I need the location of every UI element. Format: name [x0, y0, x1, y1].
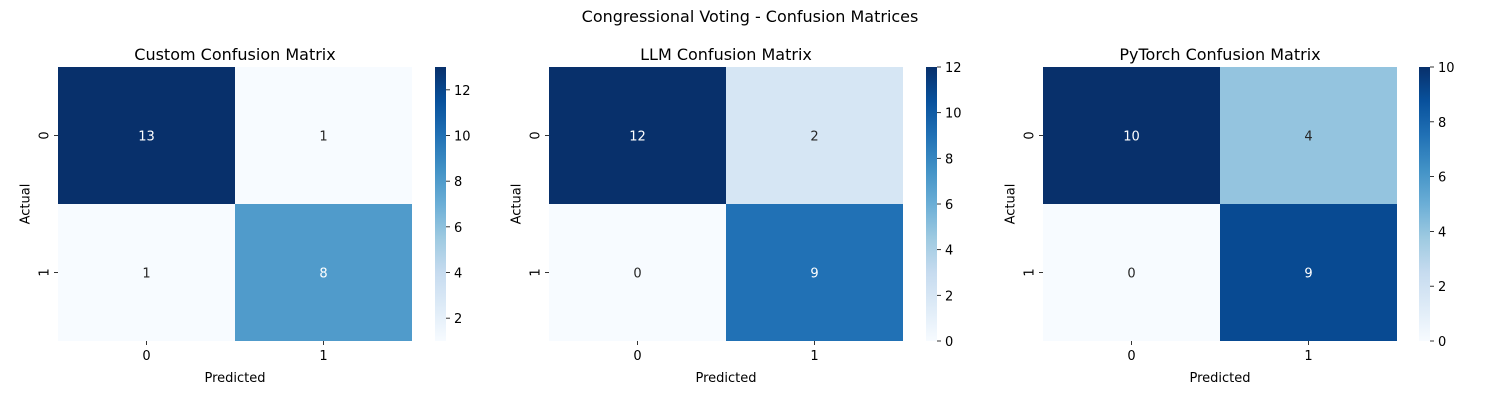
y-axis-label: Actual [19, 184, 34, 225]
heatmap-cell-r0-c0 [58, 67, 235, 204]
cell-value-label: 8 [319, 267, 327, 282]
heatmap-cell-r1-c0 [1043, 204, 1220, 341]
x-axis-label: Predicted [204, 371, 265, 386]
x-tick-label: 1 [319, 349, 327, 364]
cell-value-label: 12 [629, 130, 646, 145]
y-tick-label: 0 [529, 131, 544, 139]
colorbar-tick-label: 0 [1438, 335, 1446, 350]
colorbar [926, 67, 937, 341]
colorbar-tick-label: 10 [945, 107, 962, 122]
x-tick-label: 0 [633, 349, 641, 364]
panel-title: PyTorch Confusion Matrix [1119, 45, 1320, 64]
cell-value-label: 1 [319, 130, 327, 145]
colorbar [435, 67, 446, 341]
heatmap-cell-r1-c1 [726, 204, 903, 341]
colorbar-tick-label: 4 [454, 267, 462, 282]
colorbar-tick-label: 10 [1438, 61, 1455, 76]
colorbar-tick-label: 8 [454, 175, 462, 190]
y-axis-label: Actual [510, 184, 525, 225]
heatmap-cell-r0-c0 [549, 67, 726, 204]
heatmap-cell-r1-c1 [1220, 204, 1397, 341]
colorbar-tick-label: 6 [454, 221, 462, 236]
y-tick-label: 1 [529, 268, 544, 276]
cell-value-label: 9 [1304, 267, 1312, 282]
y-axis-label: Actual [1004, 184, 1019, 225]
colorbar-tick-label: 8 [945, 152, 953, 167]
heatmap-cell-r1-c1 [235, 204, 412, 341]
heatmap-cell-r1-c0 [58, 204, 235, 341]
colorbar-tick-label: 6 [945, 198, 953, 213]
x-axis-label: Predicted [695, 371, 756, 386]
colorbar-tick-label: 4 [1438, 225, 1446, 240]
colorbar-tick-label: 8 [1438, 116, 1446, 131]
colorbar-tick-label: 2 [1438, 280, 1446, 295]
colorbar-tick-label: 12 [454, 84, 471, 99]
colorbar-tick-label: 2 [454, 312, 462, 327]
colorbar [1419, 67, 1430, 341]
heatmap-cell-r0-c1 [235, 67, 412, 204]
x-tick-label: 0 [1127, 349, 1135, 364]
heatmap-cell-r0-c0 [1043, 67, 1220, 204]
x-axis-label: Predicted [1189, 371, 1250, 386]
cell-value-label: 1 [142, 267, 150, 282]
heatmap-cell-r1-c0 [549, 204, 726, 341]
heatmap-cell-r0-c1 [1220, 67, 1397, 204]
figure-title: Congressional Voting - Confusion Matrice… [582, 7, 919, 26]
x-tick-label: 0 [142, 349, 150, 364]
cell-value-label: 0 [1127, 267, 1135, 282]
cell-value-label: 0 [633, 267, 641, 282]
cell-value-label: 2 [810, 130, 818, 145]
y-tick-label: 0 [1023, 131, 1038, 139]
colorbar-tick-label: 6 [1438, 171, 1446, 186]
y-tick-label: 1 [1023, 268, 1038, 276]
colorbar-tick-label: 12 [945, 61, 962, 76]
y-tick-label: 1 [38, 268, 53, 276]
colorbar-tick-label: 4 [945, 244, 953, 259]
y-tick-label: 0 [38, 131, 53, 139]
cell-value-label: 13 [138, 130, 155, 145]
heatmap-cell-r0-c1 [726, 67, 903, 204]
colorbar-tick-label: 0 [945, 335, 953, 350]
cell-value-label: 4 [1304, 130, 1312, 145]
colorbar-tick-label: 2 [945, 289, 953, 304]
x-tick-label: 1 [1304, 349, 1312, 364]
x-tick-label: 1 [810, 349, 818, 364]
panel-title: LLM Confusion Matrix [640, 45, 812, 64]
cell-value-label: 10 [1123, 130, 1140, 145]
cell-value-label: 9 [810, 267, 818, 282]
panel-title: Custom Confusion Matrix [134, 45, 335, 64]
colorbar-tick-label: 10 [454, 130, 471, 145]
